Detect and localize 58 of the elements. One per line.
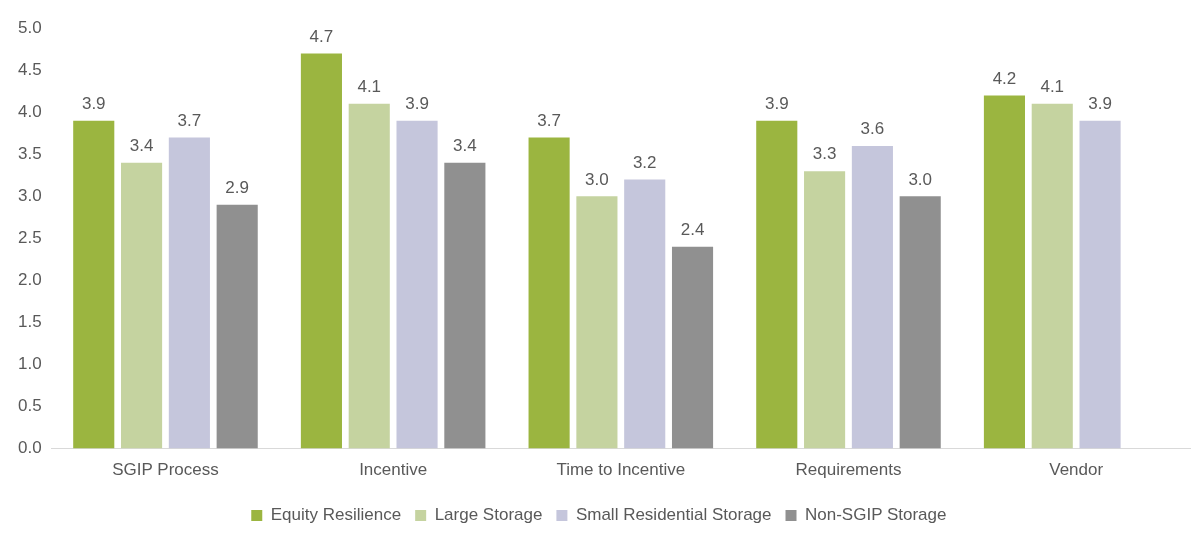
data-label: 4.1: [1040, 77, 1065, 97]
y-tick-label: 1.0: [17, 354, 42, 374]
bar: [576, 196, 618, 449]
data-label: 3.0: [908, 169, 933, 189]
y-tick-label: 5.0: [17, 17, 42, 37]
bar: [528, 137, 570, 449]
data-label: 3.9: [764, 93, 789, 113]
bar: [396, 120, 438, 449]
data-label: 3.4: [129, 135, 154, 155]
bar: [1079, 120, 1121, 449]
data-label: 4.2: [992, 68, 1017, 88]
bar: [1031, 103, 1073, 449]
data-label: 2.9: [225, 177, 250, 197]
y-tick-label: 3.5: [17, 144, 42, 164]
data-label: 4.7: [309, 26, 334, 46]
bar: [756, 120, 798, 449]
data-label: 3.2: [632, 152, 657, 172]
data-label: 3.9: [1088, 93, 1112, 113]
data-label: 3.4: [453, 135, 477, 155]
y-tick-label: 0.0: [17, 438, 42, 458]
data-label: 3.7: [177, 110, 202, 130]
bar: [444, 162, 486, 449]
data-label: 3.7: [537, 110, 561, 130]
bar: [73, 120, 115, 449]
bar: [983, 95, 1026, 449]
bar: [216, 204, 258, 449]
x-tick-label: SGIP Process: [112, 460, 219, 480]
x-tick-label: Vendor: [1049, 460, 1104, 480]
y-tick-label: 4.5: [17, 59, 42, 79]
data-label: 3.0: [585, 169, 609, 189]
legend-label: Equity Resilience: [270, 505, 402, 525]
data-label: 4.1: [357, 77, 382, 97]
data-label: 3.9: [81, 93, 106, 113]
y-tick-label: 3.0: [17, 186, 42, 206]
data-label: 3.9: [405, 93, 429, 113]
bar: [804, 171, 846, 449]
data-label: 3.6: [860, 119, 885, 139]
bar: [851, 145, 893, 449]
bar: [121, 162, 163, 449]
bar: [671, 246, 714, 449]
y-tick-label: 2.5: [17, 228, 42, 248]
x-tick-label: Time to Incentive: [556, 460, 686, 480]
bar: [348, 103, 390, 449]
legend-label: Large Storage: [434, 505, 543, 525]
y-tick-label: 1.5: [17, 312, 42, 332]
y-tick-label: 0.5: [17, 396, 42, 416]
bar: [300, 53, 342, 449]
data-label: 3.3: [812, 144, 837, 164]
legend-label: Non-SGIP Storage: [805, 505, 947, 525]
bar: [624, 179, 666, 449]
y-tick-label: 2.0: [17, 270, 42, 290]
legend-label: Small Residential Storage: [575, 505, 772, 525]
bar: [899, 196, 941, 449]
x-tick-label: Incentive: [359, 460, 428, 480]
bar: [168, 137, 210, 449]
y-tick-label: 4.0: [17, 101, 42, 121]
x-tick-label: Requirements: [795, 460, 902, 480]
data-label: 2.4: [680, 220, 705, 239]
